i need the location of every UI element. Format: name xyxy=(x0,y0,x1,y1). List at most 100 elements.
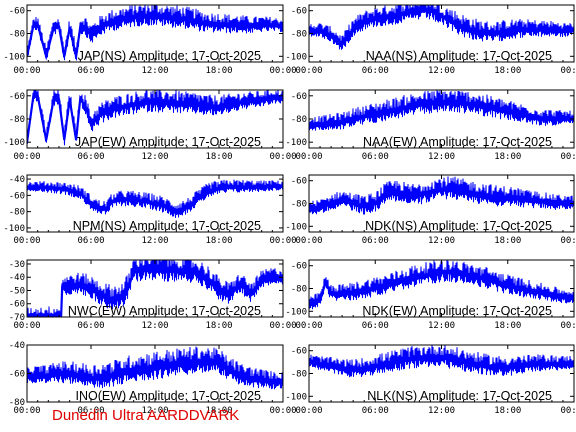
y-tick-label: -50 xyxy=(9,286,25,296)
y-tick-label: -60 xyxy=(9,300,25,310)
x-tick-label: 06:00 xyxy=(362,321,389,331)
series-line xyxy=(27,268,283,317)
x-tick-label: 12:00 xyxy=(141,406,168,416)
y-tick-label: -60 xyxy=(9,92,25,102)
x-tick-label: 18:00 xyxy=(205,152,232,162)
y-tick-label: -30 xyxy=(9,260,25,270)
y-tick-label: -70 xyxy=(9,313,25,323)
x-tick-label: 00:00 xyxy=(295,321,322,331)
y-tick-label: -80 xyxy=(9,115,25,125)
x-tick-label: 06:00 xyxy=(362,152,389,162)
x-tick-label: 00:00 xyxy=(269,321,296,331)
y-tick-label: -80 xyxy=(9,208,25,218)
y-tick-label: -100 xyxy=(285,52,307,62)
panel-title: NAA(NS) Amplitude: 17-Oct-2025 xyxy=(366,49,552,63)
x-tick-label: 00:00 xyxy=(295,66,322,76)
series-line xyxy=(309,101,574,126)
chart-panel-10: 00:00 06:00 12:00 18:00 00:00 -100 -80 -60 NLK(N… xyxy=(285,344,576,416)
series-line xyxy=(27,94,283,143)
x-tick-label: 00:00 xyxy=(13,66,40,76)
x-tick-label: 06:00 xyxy=(77,66,104,76)
panel-title: JAP(EW) Amplitude: 17-Oct-2025 xyxy=(75,135,261,149)
series-line xyxy=(309,188,574,211)
x-tick-label: 00:00 xyxy=(13,406,40,416)
panel-title: NAA(EW) Amplitude: 17-Oct-2025 xyxy=(363,135,552,149)
x-tick-label: 00:00 xyxy=(269,236,296,246)
x-tick-label: 00:00 xyxy=(269,152,296,162)
x-tick-label: 00:00 xyxy=(295,152,322,162)
y-tick-label: -60 xyxy=(291,347,307,357)
x-tick-label: 00:00 xyxy=(560,321,576,331)
chart-panel-9: 00:00 06:00 12:00 18:00 00:00-80-60-40INO(EW… xyxy=(9,341,297,416)
panel-title: NDK(NS) Amplitude: 17-Oct-2025 xyxy=(365,219,552,233)
y-tick-label: -80 xyxy=(291,200,307,210)
x-tick-label: 12:00 xyxy=(141,321,168,331)
y-tick-label: -80 xyxy=(9,398,25,408)
x-tick-label: 00:00 xyxy=(13,236,40,246)
x-tick-label: 18:00 xyxy=(205,406,232,416)
chart-panel-8: 00:00 06:00 12:00 18:00 00:00 -100 -80 -60 NDK(E… xyxy=(285,259,576,331)
panel-title: INO(EW) Amplitude: 17-Oct-2025 xyxy=(76,389,262,403)
y-tick-label: -60 xyxy=(291,262,307,272)
y-tick-label: -100 xyxy=(3,52,25,62)
x-tick-label: 12:00 xyxy=(428,321,455,331)
series-line xyxy=(309,356,574,372)
x-tick-label: 12:00 xyxy=(141,66,168,76)
x-tick-label: 00:00 xyxy=(269,66,296,76)
chart-panel-5: 00:00 06:00 12:00 18:00 00:00 -100 -80 -60 -40 NP… xyxy=(3,174,297,246)
x-tick-label: 00:00 xyxy=(560,406,576,416)
series-trace xyxy=(309,345,574,378)
y-tick-label: -80 xyxy=(291,370,307,380)
x-tick-label: 00:00 xyxy=(269,406,296,416)
x-tick-label: 18:00 xyxy=(494,66,521,76)
y-tick-label: -80 xyxy=(9,30,25,40)
y-tick-label: -80 xyxy=(291,115,307,125)
x-tick-label: 06:00 xyxy=(77,406,104,416)
series-trace xyxy=(309,5,574,50)
x-tick-label: 06:00 xyxy=(362,406,389,416)
y-tick-label: -40 xyxy=(9,273,25,283)
y-tick-label: -40 xyxy=(9,341,25,351)
series-trace xyxy=(27,179,283,218)
series-trace xyxy=(309,176,574,215)
x-tick-label: 12:00 xyxy=(141,152,168,162)
series-line xyxy=(27,15,283,61)
chart-panel-1: 00:00 06:00 12:00 18:00 00:00 -100 -80 -60 JAP(N… xyxy=(3,4,297,76)
footer-label: Dunedin Ultra AARDDVARK xyxy=(52,407,240,424)
chart-panel-6: 00:00 06:00 12:00 18:00 00:00 -100 -80 -60 NDK(N… xyxy=(285,174,576,246)
y-tick-label: -60 xyxy=(291,7,307,17)
series-line xyxy=(27,361,283,384)
x-tick-label: 18:00 xyxy=(205,66,232,76)
series-line xyxy=(309,9,574,47)
y-tick-label: -100 xyxy=(3,138,25,148)
y-tick-label: -60 xyxy=(291,177,307,187)
x-tick-label: 18:00 xyxy=(494,236,521,246)
x-tick-label: 06:00 xyxy=(362,236,389,246)
panel-title: NDK(EW) Amplitude: 17-Oct-2025 xyxy=(362,304,552,318)
chart-panel-2: 00:00 06:00 12:00 18:00 00:00 -100 -80 -60 NAA(N… xyxy=(285,4,576,76)
x-tick-label: 18:00 xyxy=(205,321,232,331)
x-tick-label: 06:00 xyxy=(77,321,104,331)
x-tick-label: 06:00 xyxy=(77,236,104,246)
x-tick-label: 12:00 xyxy=(428,152,455,162)
series-trace xyxy=(27,346,283,390)
chart-panel-3: 00:00 06:00 12:00 18:00 00:00 -100 -80 -60 JAP(E… xyxy=(3,89,297,162)
x-tick-label: 18:00 xyxy=(494,406,521,416)
y-tick-label: -100 xyxy=(3,224,25,234)
x-tick-label: 18:00 xyxy=(494,152,521,162)
chart-panel-4: 00:00 06:00 12:00 18:00 00:00 -100 -80 -60 NAA(E… xyxy=(285,89,576,162)
y-tick-label: -60 xyxy=(9,191,25,201)
x-tick-label: 12:00 xyxy=(428,406,455,416)
x-tick-label: 00:00 xyxy=(13,321,40,331)
panel-title: NLK(NS) Amplitude: 17-Oct-2025 xyxy=(367,389,552,403)
x-tick-label: 12:00 xyxy=(141,236,168,246)
panel-title: NWC(EW) Amplitude: 17-Oct-2025 xyxy=(68,304,261,318)
x-tick-label: 00:00 xyxy=(295,236,322,246)
series-trace xyxy=(309,90,574,131)
y-tick-label: -60 xyxy=(9,370,25,380)
x-tick-label: 00:00 xyxy=(560,66,576,76)
series-trace xyxy=(27,260,283,317)
panel-title: NPM(NS) Amplitude: 17-Oct-2025 xyxy=(73,219,261,233)
y-tick-label: -40 xyxy=(9,175,25,185)
